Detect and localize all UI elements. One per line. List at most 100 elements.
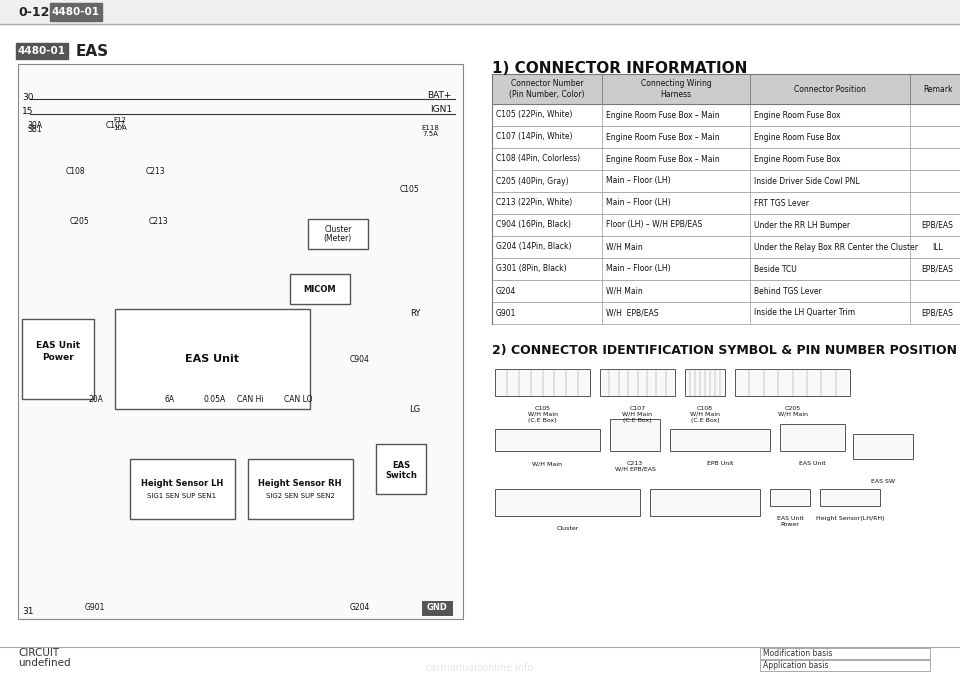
Bar [130,459,235,519]
Bar [492,236,960,258]
Text: Main – Floor (LH): Main – Floor (LH) [606,265,671,274]
Text: G901: G901 [496,308,516,318]
Text: EAS Unit: EAS Unit [36,342,80,350]
Text: Engine Room Fuse Box – Main: Engine Room Fuse Box – Main [606,132,720,141]
Bar [422,601,452,615]
Text: C213 (22Pin, White): C213 (22Pin, White) [496,198,572,208]
Text: 0-12: 0-12 [18,5,49,18]
Text: SIG2 SEN SUP SEN2: SIG2 SEN SUP SEN2 [266,493,334,499]
Text: C904: C904 [350,354,370,363]
Bar [492,170,960,192]
Text: C213
W/H EPB/EAS: C213 W/H EPB/EAS [614,461,656,472]
Text: Height Sensor LH: Height Sensor LH [141,479,223,488]
Bar [820,489,880,506]
Bar [853,434,913,459]
Text: EAS SW: EAS SW [871,479,895,484]
Text: Main – Floor (LH): Main – Floor (LH) [606,177,671,185]
Text: W/H Main: W/H Main [606,287,643,295]
Text: EAS Unit: EAS Unit [799,461,826,466]
Text: Floor (LH) – W/H EPB/EAS: Floor (LH) – W/H EPB/EAS [606,221,703,230]
Text: MICOM: MICOM [303,285,336,293]
Text: 30: 30 [22,92,34,101]
Text: G901: G901 [84,602,106,612]
Text: 20A: 20A [88,394,104,403]
Text: Inside Driver Side Cowl PNL: Inside Driver Side Cowl PNL [754,177,859,185]
Text: C205
W/H Main: C205 W/H Main [778,406,807,417]
Text: undefined: undefined [18,658,71,668]
Bar [18,64,463,619]
Text: Engine Room Fuse Box – Main: Engine Room Fuse Box – Main [606,155,720,164]
Text: Inside the LH Quarter Trim: Inside the LH Quarter Trim [754,308,855,318]
Bar [495,429,600,451]
Text: Cluster: Cluster [556,526,579,531]
Bar [492,126,960,148]
Text: Main – Floor (LH): Main – Floor (LH) [606,198,671,208]
Bar [670,429,770,451]
Bar [50,3,102,21]
Text: 4480-01: 4480-01 [18,46,66,56]
Text: Cluster: Cluster [324,225,351,234]
Bar [610,419,660,451]
Text: W/H Main: W/H Main [606,242,643,251]
Bar [22,319,94,399]
Bar [492,148,960,170]
Text: EAS: EAS [392,462,410,471]
Bar [780,424,845,451]
Text: 31: 31 [22,606,34,615]
Text: EAS Unit
Power: EAS Unit Power [777,516,804,527]
Text: F12
10A: F12 10A [113,117,127,130]
Text: GND: GND [426,604,447,612]
Bar [492,104,960,126]
Text: C108: C108 [65,166,84,175]
Text: Connector Position: Connector Position [794,84,866,94]
Text: Engine Room Fuse Box: Engine Room Fuse Box [754,132,841,141]
Text: Height Sensor RH: Height Sensor RH [258,479,342,488]
Text: Modification basis: Modification basis [763,649,832,658]
Bar [495,369,590,396]
Text: Power: Power [42,352,74,361]
Bar [770,489,810,506]
Text: 0.05A: 0.05A [204,394,227,403]
Text: Under the Relay Box RR Center the Cluster: Under the Relay Box RR Center the Cluste… [754,242,918,251]
Bar [308,219,368,249]
Text: G301 (8Pin, Black): G301 (8Pin, Black) [496,265,566,274]
Text: SB1: SB1 [28,124,42,134]
Text: Engine Room Fuse Box: Engine Room Fuse Box [754,111,841,120]
Text: 2) CONNECTOR IDENTIFICATION SYMBOL & PIN NUMBER POSITION: 2) CONNECTOR IDENTIFICATION SYMBOL & PIN… [492,344,957,357]
Text: C213: C213 [148,217,168,225]
Bar [492,258,960,280]
Text: EAS Unit: EAS Unit [185,354,239,364]
Text: G204: G204 [496,287,516,295]
Text: E118
7.5A: E118 7.5A [421,124,439,138]
Bar [760,648,930,659]
Bar [685,369,725,396]
Text: C107
W/H Main
(C.E Box): C107 W/H Main (C.E Box) [622,406,653,422]
Text: C205 (40Pin, Gray): C205 (40Pin, Gray) [496,177,568,185]
Text: EPB/EAS: EPB/EAS [922,221,953,230]
Text: Application basis: Application basis [763,661,828,670]
Text: Remark: Remark [923,84,952,94]
Text: FRT TGS Lever: FRT TGS Lever [754,198,809,208]
Text: (Meter): (Meter) [324,234,352,242]
Bar [492,192,960,214]
Text: 30A: 30A [28,122,42,130]
Text: Connecting Wiring
Harness: Connecting Wiring Harness [640,79,711,98]
Text: CIRCUIT: CIRCUIT [18,648,60,658]
Bar [735,369,850,396]
Bar [760,660,930,671]
Text: C108
W/H Main
(C.E Box): C108 W/H Main (C.E Box) [690,406,720,422]
Text: C105 (22Pin, White): C105 (22Pin, White) [496,111,572,120]
Text: LG: LG [409,405,420,414]
Text: C108 (4Pin, Colorless): C108 (4Pin, Colorless) [496,155,580,164]
Text: EPB/EAS: EPB/EAS [922,265,953,274]
Bar [376,444,426,494]
Text: C105
W/H Main
(C.E Box): C105 W/H Main (C.E Box) [527,406,558,422]
Text: SIG1 SEN SUP SEN1: SIG1 SEN SUP SEN1 [148,493,217,499]
Text: carmanualsonline.info: carmanualsonline.info [426,663,534,673]
Text: Engine Room Fuse Box: Engine Room Fuse Box [754,155,841,164]
Text: 6A: 6A [165,394,175,403]
Text: C107 (14Pin, White): C107 (14Pin, White) [496,132,572,141]
Bar [492,214,960,236]
Text: ILL: ILL [932,242,943,251]
Text: Beside TCU: Beside TCU [754,265,797,274]
